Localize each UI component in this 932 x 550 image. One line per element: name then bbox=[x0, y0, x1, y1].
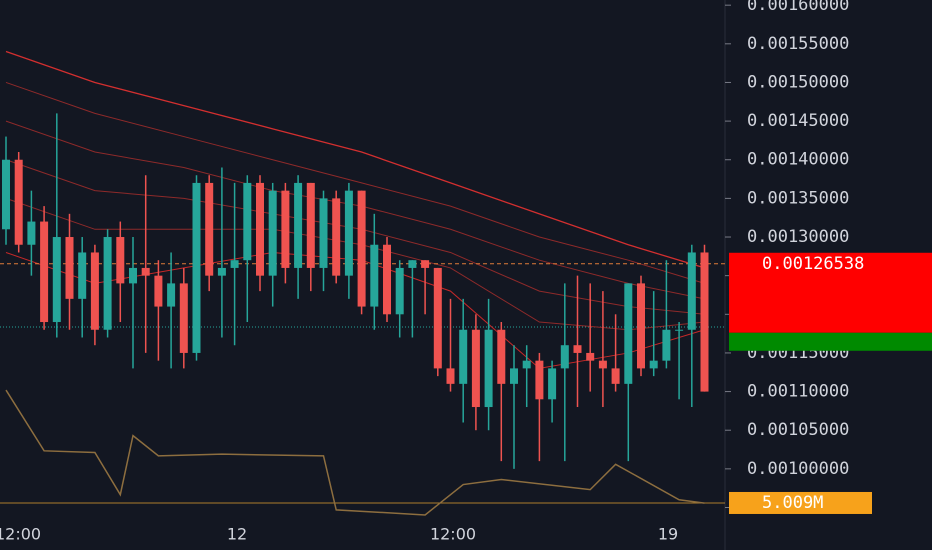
candle-body bbox=[344, 190, 353, 276]
candle-body bbox=[548, 368, 557, 400]
candle-body bbox=[116, 237, 125, 284]
candle-body bbox=[687, 252, 696, 330]
candle-body bbox=[332, 198, 341, 276]
candle-body bbox=[433, 267, 442, 369]
candle-body bbox=[637, 283, 645, 369]
candle-body bbox=[192, 182, 201, 353]
candle-body bbox=[649, 360, 658, 369]
y-tick-label: 0.00150000 bbox=[747, 72, 849, 92]
candle-body bbox=[586, 352, 595, 361]
y-tick-label: 0.00155000 bbox=[747, 34, 849, 54]
candle-body bbox=[560, 345, 569, 369]
candle-body bbox=[268, 190, 277, 276]
candle-body bbox=[471, 329, 480, 408]
candle-body bbox=[484, 329, 493, 408]
candle-body bbox=[154, 275, 163, 307]
candle-body bbox=[408, 260, 417, 268]
candle-body bbox=[522, 360, 531, 369]
x-tick-label: 12 bbox=[227, 525, 247, 544]
candle-body bbox=[319, 198, 328, 268]
candle-body bbox=[294, 182, 303, 268]
volume-line bbox=[5, 389, 705, 516]
candle-body bbox=[167, 283, 176, 307]
candle-body bbox=[27, 221, 36, 245]
candle-body bbox=[217, 267, 226, 276]
candle-body bbox=[179, 283, 188, 353]
candle-body bbox=[103, 237, 112, 330]
candle-body bbox=[624, 283, 633, 384]
candle-body bbox=[65, 237, 74, 299]
candle-body bbox=[40, 221, 49, 323]
candle-body bbox=[421, 260, 430, 268]
y-tick-label: 0.00140000 bbox=[747, 150, 849, 170]
candle-body bbox=[395, 267, 404, 315]
last-volume-label: 5.009M bbox=[762, 493, 823, 513]
y-tick-label: 0.00160000 bbox=[747, 0, 849, 15]
last-price-label: 0.00126538 bbox=[762, 254, 864, 274]
candle-body bbox=[535, 360, 544, 400]
candle-body bbox=[52, 237, 61, 323]
candle-body bbox=[497, 329, 506, 384]
candle-body bbox=[675, 329, 684, 331]
candle-body bbox=[510, 368, 518, 384]
candle-body bbox=[141, 267, 150, 276]
y-tick-label: 0.00130000 bbox=[747, 227, 849, 247]
last-volume-box bbox=[729, 491, 872, 514]
y-tick-label: 0.00100000 bbox=[747, 459, 849, 479]
last-price-box bbox=[729, 252, 932, 333]
y-tick-label: 0.00105000 bbox=[747, 420, 849, 440]
candle-body bbox=[78, 252, 87, 299]
candle-body bbox=[573, 345, 582, 353]
candle-body bbox=[446, 368, 455, 384]
candle-body bbox=[383, 244, 391, 315]
candle-body bbox=[14, 159, 23, 245]
candle-body bbox=[129, 267, 137, 284]
candle-body bbox=[256, 182, 264, 276]
price-box bbox=[729, 332, 932, 351]
candle-body bbox=[370, 244, 379, 307]
candle-body bbox=[205, 182, 214, 276]
candle-body bbox=[662, 329, 671, 361]
candle-body bbox=[281, 190, 290, 268]
candle-body bbox=[230, 260, 239, 268]
candle-body bbox=[357, 190, 366, 307]
candle-body bbox=[598, 360, 607, 369]
candle-body bbox=[459, 329, 468, 384]
x-tick-label: 12:00 bbox=[0, 525, 41, 544]
ma-line bbox=[5, 50, 705, 269]
y-tick-label: 0.00135000 bbox=[747, 188, 849, 208]
candle-body bbox=[700, 252, 709, 392]
candle-body bbox=[90, 252, 99, 330]
candle-body bbox=[243, 182, 252, 261]
candle-body bbox=[611, 368, 620, 384]
ma-line bbox=[5, 81, 705, 284]
candle-body bbox=[2, 159, 10, 230]
candle-body bbox=[306, 182, 315, 268]
y-tick-label: 0.00110000 bbox=[747, 382, 849, 402]
y-tick-label: 0.00145000 bbox=[747, 111, 849, 131]
x-tick-label: 12:00 bbox=[430, 525, 476, 544]
x-tick-label: 19 bbox=[658, 525, 678, 544]
